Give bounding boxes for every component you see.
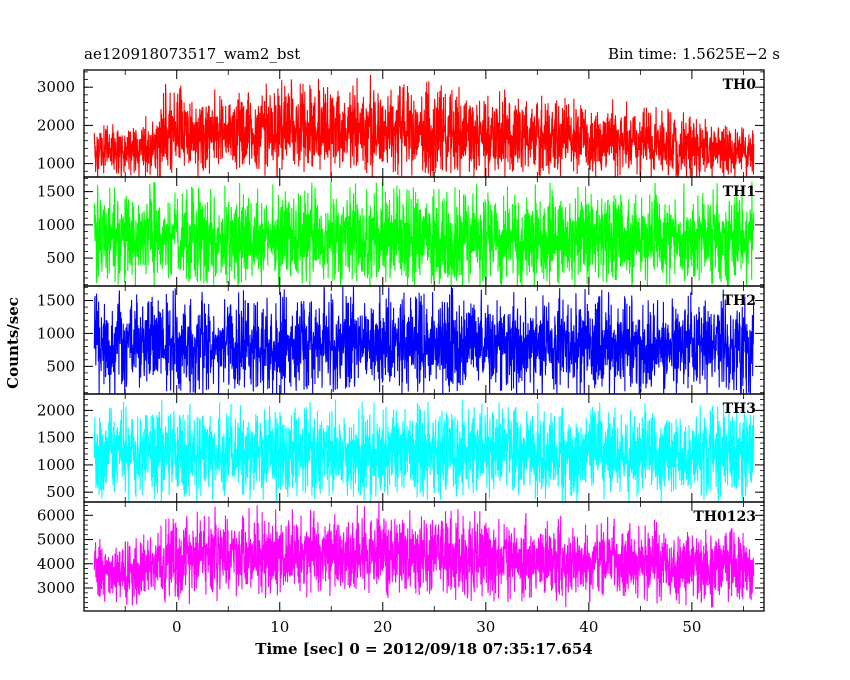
x-tick-label: 40 <box>579 618 598 636</box>
panel-label: TH0123 <box>693 509 756 525</box>
x-tick-label: 50 <box>682 618 701 636</box>
y-tick-label: 6000 <box>37 506 75 524</box>
y-tick-label: 1000 <box>37 324 75 342</box>
chart-subtitle: Bin time: 1.5625E−2 s <box>608 45 780 63</box>
y-axis-title: Counts/sec <box>4 297 22 389</box>
y-tick-label: 1500 <box>37 183 75 201</box>
y-tick-label: 500 <box>46 249 75 267</box>
y-tick-label: 3000 <box>37 579 75 597</box>
panel-th1: 500 1000 1500 TH1 <box>37 176 765 287</box>
panel-th0123: 3000 4000 5000 6000 TH0123 <box>37 501 765 612</box>
y-tick-label: 1000 <box>37 216 75 234</box>
y-tick-label: 2000 <box>37 116 75 134</box>
series-line-th1 <box>93 181 755 286</box>
series-line-th3 <box>93 399 755 502</box>
y-tick-label: 1500 <box>37 429 75 447</box>
chart-title: ae120918073517_wam2_bst <box>84 45 300 63</box>
series-line-th0 <box>93 74 755 177</box>
series-line-th0123 <box>93 503 755 608</box>
panel-th3: 500 1000 1500 2000 TH3 <box>37 393 765 503</box>
y-tick-label: 1000 <box>37 456 75 474</box>
x-tick-label: 0 <box>172 618 182 636</box>
panel-label: TH3 <box>723 401 756 417</box>
panel-label: TH1 <box>723 184 756 200</box>
x-axis-title: Time [sec] 0 = 2012/09/18 07:35:17.654 <box>255 640 592 658</box>
x-tick-label: 20 <box>373 618 392 636</box>
y-tick-label: 3000 <box>37 78 75 96</box>
panel-th2: 500 1000 1500 TH2 <box>37 285 765 395</box>
series-line-th2 <box>93 286 755 394</box>
y-tick-label: 1000 <box>37 155 75 173</box>
panel-frame <box>83 501 765 612</box>
x-tick-label: 10 <box>270 618 289 636</box>
panel-th0: 1000 2000 3000 TH0 <box>37 69 765 178</box>
y-tick-label: 4000 <box>37 555 75 573</box>
y-tick-label: 1500 <box>37 291 75 309</box>
y-tick-label: 2000 <box>37 401 75 419</box>
x-tick-label: 30 <box>476 618 495 636</box>
y-tick-label: 500 <box>46 483 75 501</box>
panel-label: TH2 <box>723 293 756 309</box>
y-tick-label: 500 <box>46 357 75 375</box>
y-tick-label: 5000 <box>37 531 75 549</box>
panel-label: TH0 <box>723 77 757 93</box>
